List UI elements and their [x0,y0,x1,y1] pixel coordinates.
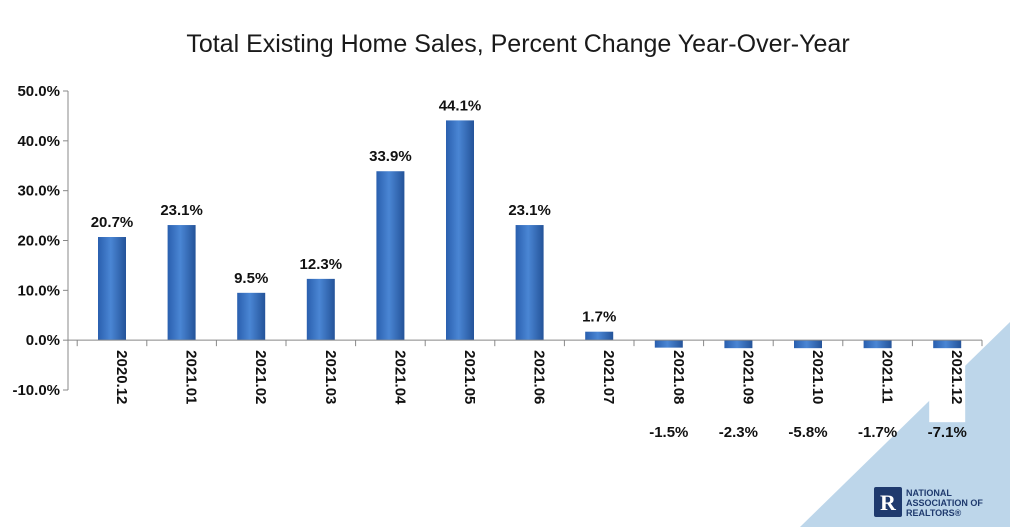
bar [237,292,266,341]
x-tick-label: 2021.01 [183,350,200,404]
bar [863,340,892,349]
x-tick-label: 2021.08 [670,350,687,404]
data-label: 20.7% [91,214,134,231]
logo-mark: R [880,490,897,515]
bar [376,171,405,341]
data-label: -7.1% [928,424,967,441]
x-axis: 2020.12 2021.01 2021.02 2021.03 2021.04 2021.… [68,339,983,423]
x-tick-label: 2021.09 [739,350,756,404]
x-tick-label: 2021.11 [879,350,896,403]
bar [515,225,544,341]
data-label: -2.3% [719,424,758,441]
x-tick-label: 2020.12 [113,350,130,404]
x-tick-label: 2021.07 [600,350,617,404]
y-tick-label: 50.0% [17,83,60,100]
bar [724,340,753,352]
y-tick-label: 0.0% [26,332,60,349]
logo-line-1: NATIONAL [906,488,952,498]
nar-logo: R NATIONAL ASSOCIATION OF REALTORS® [874,487,983,518]
data-label: -1.5% [649,424,688,441]
data-label: 1.7% [582,309,616,326]
logo-line-2: ASSOCIATION OF [906,498,983,508]
x-tick-label: 2021.10 [809,350,826,404]
bar [654,340,683,348]
decorative-corner-triangle [800,322,1010,527]
x-label-backdrop [650,348,687,423]
data-label: 23.1% [508,202,551,219]
y-axis: 50.0% 40.0% 30.0% 20.0% 10.0% 0.0% -10.0% [12,83,69,399]
x-tick-label: 2021.06 [531,350,548,404]
y-tick-label: 30.0% [17,183,60,200]
logo-line-3: REALTORS® [906,508,962,518]
x-tick-label: 2021.04 [391,350,408,405]
x-tick-label: 2021.05 [461,350,478,404]
data-label: 44.1% [439,97,482,114]
x-label-backdrop [859,348,896,423]
data-label: -5.8% [788,424,827,441]
y-tick-label: 40.0% [17,133,60,150]
bar [446,120,474,341]
x-tick-label: 2021.02 [252,350,269,404]
data-labels: 20.7% 23.1% 9.5% 12.3% 33.9% 44.1% 23.1% 1.7% -1… [91,97,967,441]
realtor-r-icon [874,487,902,517]
x-label-backdrop [720,348,757,423]
bar [98,237,126,341]
x-label-backdrop [929,348,966,423]
bar [306,278,335,341]
y-tick-label: 20.0% [17,233,60,250]
data-label: 33.9% [369,148,412,165]
bar [585,331,614,341]
chart-title: Total Existing Home Sales, Percent Chang… [186,30,849,58]
x-tick-label: 2021.12 [948,350,965,404]
data-label: -1.7% [858,424,897,441]
data-label: 12.3% [300,256,343,273]
data-label: 9.5% [234,270,268,287]
bar [167,225,196,341]
x-label-backdrop [790,348,826,423]
bars [98,120,962,376]
y-tick-label: -10.0% [12,382,60,399]
y-tick-label: 10.0% [17,282,60,299]
data-label: 23.1% [160,202,203,219]
x-tick-label: 2021.03 [322,350,339,404]
